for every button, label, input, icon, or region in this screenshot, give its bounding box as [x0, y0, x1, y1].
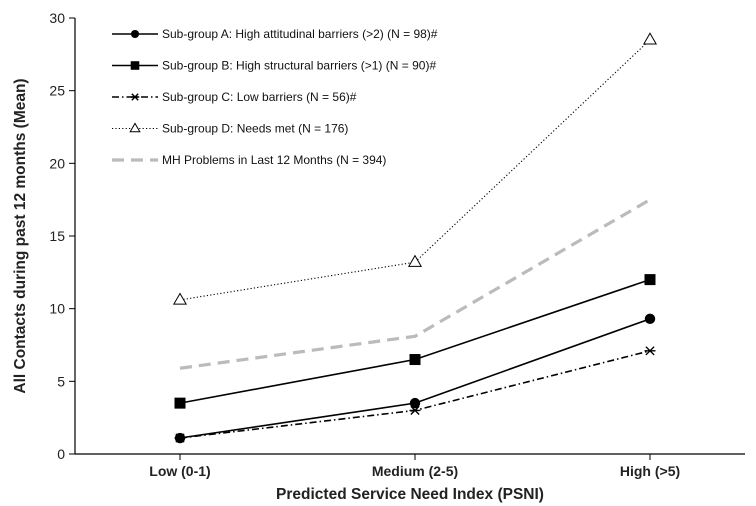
y-tick-label: 15 [49, 228, 65, 244]
legend-entry: Sub-group B: High structural barriers (>… [112, 59, 436, 73]
legend-marker [129, 122, 141, 133]
y-tick-label: 25 [49, 83, 65, 99]
data-point [172, 292, 188, 305]
y-axis-title: All Contacts during past 12 months (Mean… [12, 78, 29, 393]
legend-label: Sub-group A: High attitudinal barriers (… [162, 27, 438, 41]
data-point [174, 433, 186, 443]
data-point [644, 313, 656, 325]
y-tick-label: 0 [57, 446, 65, 462]
y-tick-label: 5 [57, 373, 65, 389]
series-layer [172, 32, 658, 444]
legend-label: MH Problems in Last 12 Months (N = 394) [162, 153, 386, 167]
x-tick-label: Low (0-1) [149, 463, 210, 479]
data-point [407, 254, 423, 267]
data-point [409, 397, 421, 409]
legend-entry: Sub-group D: Needs met (N = 176) [112, 122, 348, 136]
x-tick-label: Medium (2-5) [372, 463, 458, 479]
legend-entry: Sub-group A: High attitudinal barriers (… [112, 27, 438, 41]
series-4 [172, 32, 658, 305]
data-point [642, 32, 658, 45]
chart-axes [74, 18, 745, 455]
legend-entry: Sub-group C: Low barriers (N = 56)# [112, 90, 357, 104]
y-tick-label: 30 [49, 10, 65, 26]
data-point [644, 274, 656, 286]
x-ticks: Low (0-1) Medium (2-5) High (>5) [149, 454, 680, 479]
series-3 [174, 346, 656, 443]
y-tick-label: 10 [49, 301, 65, 317]
series-2 [174, 274, 656, 409]
legend-marker [130, 61, 140, 70]
legend: Sub-group A: High attitudinal barriers (… [112, 27, 438, 167]
series-1 [174, 313, 656, 444]
x-tick-label: High (>5) [620, 463, 680, 479]
data-point [174, 397, 186, 409]
legend-label: Sub-group B: High structural barriers (>… [162, 59, 436, 73]
legend-label: Sub-group D: Needs met (N = 176) [162, 122, 348, 136]
data-point [409, 405, 421, 416]
series-line [179, 198, 651, 370]
legend-entry: MH Problems in Last 12 Months (N = 394) [112, 153, 386, 167]
y-tick-label: 20 [49, 155, 65, 171]
x-axis-title: Predicted Service Need Index (PSNI) [276, 486, 544, 503]
series-5 [179, 198, 651, 370]
data-point [409, 354, 421, 366]
legend-marker [130, 93, 140, 101]
y-ticks: 0 5 10 15 20 25 30 [49, 10, 75, 462]
legend-label: Sub-group C: Low barriers (N = 56)# [162, 90, 357, 104]
series-line [179, 278, 651, 404]
data-point [644, 346, 656, 356]
legend-marker [130, 29, 140, 39]
